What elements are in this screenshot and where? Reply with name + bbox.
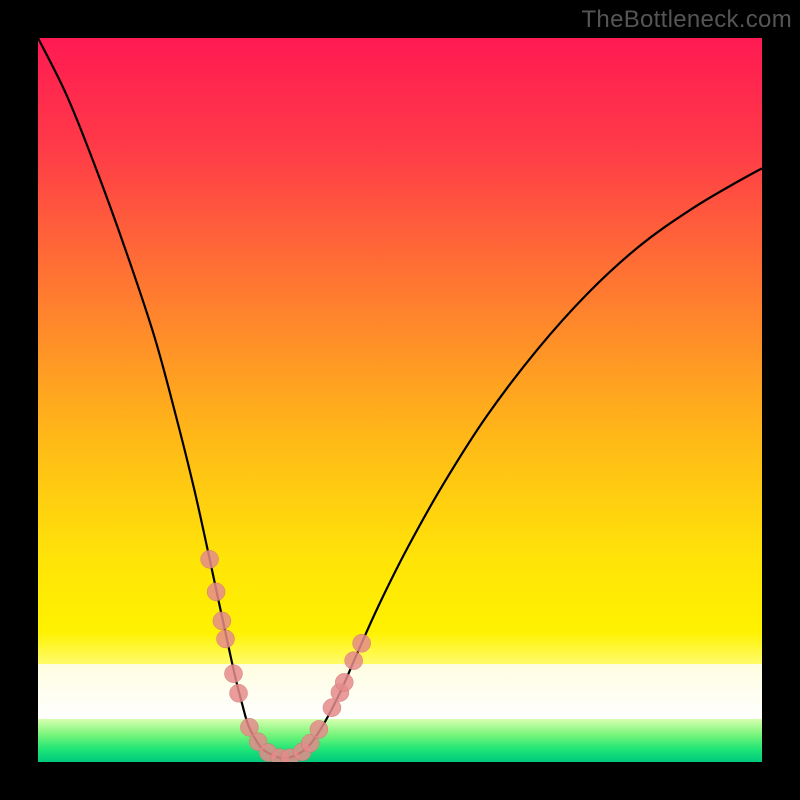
data-marker [217, 630, 235, 648]
chart-svg [38, 38, 762, 762]
data-marker [310, 720, 328, 738]
data-marker [353, 634, 371, 652]
data-marker [345, 652, 363, 670]
chart-plot-area [38, 38, 762, 762]
data-marker [224, 665, 242, 683]
data-marker [213, 612, 231, 630]
watermark-text: TheBottleneck.com [581, 6, 792, 34]
data-marker [207, 583, 225, 601]
data-marker [335, 673, 353, 691]
bottleneck-curve [38, 38, 762, 758]
data-marker [230, 684, 248, 702]
chart-frame [38, 38, 762, 762]
data-marker [201, 550, 219, 568]
marker-group [201, 550, 371, 762]
